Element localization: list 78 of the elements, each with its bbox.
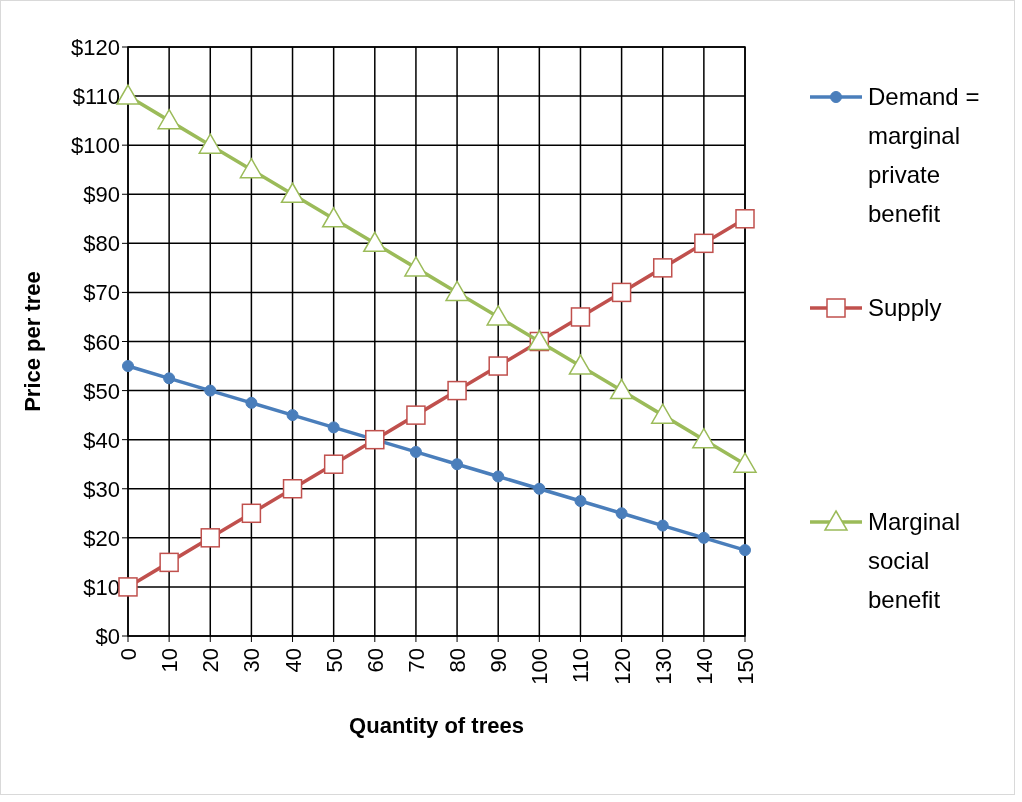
y-tick-label: $70 <box>83 280 120 306</box>
point <box>447 380 467 401</box>
y-tick-label: $20 <box>83 525 120 551</box>
y-tick-label: $10 <box>83 574 120 600</box>
x-tick-label: 20 <box>198 648 224 673</box>
point <box>363 231 387 253</box>
point <box>656 519 669 532</box>
point <box>615 507 628 520</box>
point <box>327 421 340 434</box>
legend-label: Supply <box>868 294 942 321</box>
point <box>157 108 181 130</box>
x-tick-label: 10 <box>157 648 183 673</box>
point <box>239 157 264 179</box>
point <box>492 470 505 483</box>
point <box>198 133 223 154</box>
point <box>406 405 426 425</box>
x-tick-label: 40 <box>280 648 306 673</box>
point <box>692 427 716 449</box>
x-tick-label: 0 <box>116 648 141 661</box>
x-tick-label: 50 <box>321 648 347 673</box>
legend-label: Demand = marginal private benefit <box>868 83 980 227</box>
point <box>739 544 751 557</box>
point <box>574 495 587 508</box>
x-tick-label: 60 <box>362 648 388 673</box>
x-tick-label: 30 <box>239 648 265 673</box>
point <box>321 207 346 228</box>
x-tick-label: 150 <box>733 648 758 685</box>
point <box>652 258 673 278</box>
y-tick-label: $100 <box>71 133 120 159</box>
y-tick-label: $0 <box>95 624 120 649</box>
point <box>694 233 714 254</box>
point <box>445 280 469 302</box>
point <box>488 356 508 376</box>
x-tick-label: 110 <box>568 648 594 684</box>
y-tick-label: $90 <box>83 182 120 208</box>
point <box>282 479 303 499</box>
y-tick-label: $30 <box>83 476 120 502</box>
point <box>241 503 262 524</box>
point <box>245 396 258 409</box>
y-tick-label: $80 <box>83 231 120 257</box>
x-axis-title: Quantity of trees <box>349 713 524 738</box>
x-tick-label: 100 <box>527 648 553 685</box>
y-tick-label: $60 <box>83 329 120 355</box>
y-tick-label: $40 <box>83 427 120 453</box>
point <box>609 378 634 400</box>
point <box>733 452 757 473</box>
point <box>650 403 675 424</box>
point <box>697 531 710 544</box>
point <box>735 209 755 229</box>
x-tick-label: 90 <box>486 648 512 673</box>
point <box>122 360 134 373</box>
x-tick-label: 140 <box>691 648 717 685</box>
point <box>409 445 422 458</box>
y-tick-label: $110 <box>72 84 120 110</box>
point <box>611 282 632 303</box>
point <box>159 552 179 573</box>
x-tick-label: 80 <box>445 648 471 673</box>
y-tick-label: $50 <box>83 378 120 404</box>
point <box>568 354 593 375</box>
point <box>451 458 464 471</box>
x-tick-label: 70 <box>403 648 429 673</box>
point <box>365 429 385 450</box>
point <box>570 307 591 327</box>
point <box>204 384 217 397</box>
point <box>323 454 344 474</box>
y-tick-label: $120 <box>71 35 120 60</box>
point <box>286 409 299 422</box>
point <box>404 256 428 277</box>
legend-label: Marginal social benefit <box>868 508 961 613</box>
point <box>280 182 305 203</box>
x-tick-label: 120 <box>609 648 635 685</box>
x-tick-label: 130 <box>650 648 676 685</box>
y-axis-title: Price per tree <box>20 271 45 412</box>
point <box>200 528 221 548</box>
point <box>163 372 176 385</box>
point <box>533 482 546 495</box>
point <box>486 305 510 326</box>
point <box>118 577 138 597</box>
